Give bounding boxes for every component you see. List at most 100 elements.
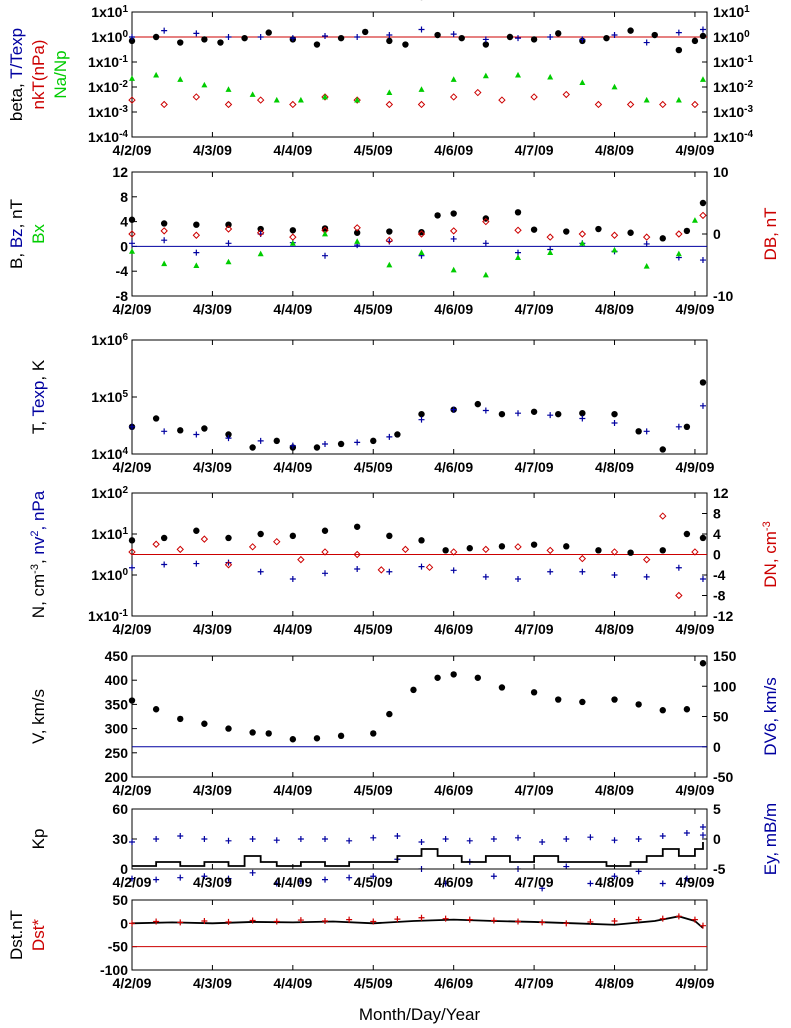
data-point xyxy=(506,33,514,41)
x-tick-label: 4/3/09 xyxy=(193,459,232,475)
data-point xyxy=(450,31,457,38)
data-point xyxy=(177,715,184,723)
left-tick-label: 400 xyxy=(105,672,129,688)
data-point xyxy=(611,837,618,844)
data-point xyxy=(434,31,441,39)
data-point xyxy=(611,83,618,90)
series-beta xyxy=(128,0,707,54)
data-point xyxy=(691,37,699,45)
data-point xyxy=(322,876,329,883)
x-tick-label: 4/9/09 xyxy=(675,874,714,890)
data-point xyxy=(482,573,489,580)
right-axis-label: DN, cm-3 xyxy=(761,521,780,587)
data-point xyxy=(643,263,650,269)
data-point xyxy=(394,916,401,923)
data-point xyxy=(370,730,377,737)
data-point xyxy=(595,225,602,233)
series-kp xyxy=(132,842,704,867)
data-point xyxy=(289,227,297,234)
data-point xyxy=(153,876,160,883)
y-axis-label: beta, T/Texp xyxy=(7,28,26,121)
x-tick-label: 4/9/09 xyxy=(675,142,714,158)
left-tick-label: 1x101 xyxy=(91,526,128,543)
data-point xyxy=(555,410,562,418)
panel-beta: 1x10-4 1x10-3 1x10-2 1x10-1 1x100 1x101 1x10-4… xyxy=(7,0,753,158)
left-tick-label: 50 xyxy=(112,892,128,908)
data-point xyxy=(515,575,522,582)
data-point xyxy=(563,836,570,842)
data-point xyxy=(217,39,224,46)
x-tick-label: 4/6/09 xyxy=(434,142,473,158)
data-point xyxy=(442,880,449,887)
data-point xyxy=(152,33,160,41)
data-point xyxy=(482,271,489,278)
data-point xyxy=(177,874,184,881)
data-point xyxy=(643,428,650,435)
data-point xyxy=(128,697,136,704)
data-point xyxy=(635,836,642,842)
data-point xyxy=(225,221,232,228)
data-point xyxy=(225,725,232,732)
data-point xyxy=(321,548,329,556)
data-point xyxy=(257,250,264,257)
right-tick-label: -8 xyxy=(713,588,726,604)
data-point xyxy=(129,839,135,845)
data-point xyxy=(498,410,506,418)
series-ey xyxy=(129,824,706,845)
x-tick-label: 4/8/09 xyxy=(595,975,634,991)
x-tick-label: 4/7/09 xyxy=(515,301,554,317)
data-point xyxy=(273,918,280,925)
data-point xyxy=(699,26,706,33)
data-point xyxy=(225,435,232,442)
series-n xyxy=(128,523,707,556)
data-point xyxy=(201,425,208,432)
data-point xyxy=(611,572,618,578)
data-point xyxy=(530,93,538,101)
data-point xyxy=(321,93,329,101)
data-point xyxy=(128,216,136,223)
data-point xyxy=(241,34,248,42)
data-point xyxy=(579,568,586,575)
data-point xyxy=(153,836,160,842)
data-point xyxy=(370,834,377,841)
left-tick-label: 1x10-2 xyxy=(88,79,128,96)
data-point xyxy=(225,559,232,566)
data-point xyxy=(490,917,497,924)
x-tick-label: 4/5/09 xyxy=(354,459,393,475)
data-point xyxy=(699,32,707,40)
y-axis-label: N, cm-3, nv2, nPa xyxy=(29,490,48,618)
data-point xyxy=(691,217,698,223)
plot-frame xyxy=(131,11,708,138)
data-point xyxy=(498,96,506,104)
data-point xyxy=(386,532,393,540)
right-tick-label: 5 xyxy=(713,801,721,817)
data-point xyxy=(176,545,184,554)
data-point xyxy=(498,684,506,691)
data-point xyxy=(490,836,497,842)
data-point xyxy=(699,379,707,386)
plot-frame xyxy=(131,808,708,870)
data-point xyxy=(362,28,369,36)
data-point xyxy=(635,916,642,923)
data-point xyxy=(256,96,265,104)
data-point xyxy=(386,433,393,440)
data-point xyxy=(257,225,264,233)
data-point xyxy=(474,88,482,97)
data-point xyxy=(224,100,233,109)
left-tick-label: 60 xyxy=(112,801,128,817)
data-point xyxy=(514,226,522,234)
data-point xyxy=(201,918,208,924)
data-point xyxy=(482,545,490,554)
x-tick-label: 4/3/09 xyxy=(193,782,232,798)
data-point xyxy=(386,89,393,95)
data-point xyxy=(353,224,361,232)
data-point xyxy=(699,211,707,220)
data-point xyxy=(129,875,135,882)
data-point xyxy=(691,548,699,556)
data-point xyxy=(321,527,329,534)
data-point xyxy=(353,523,361,530)
right-tick-label: 150 xyxy=(713,648,737,664)
data-point xyxy=(530,36,538,43)
y-axis-label: Kp xyxy=(29,829,48,850)
x-tick-label: 4/4/09 xyxy=(273,142,312,158)
